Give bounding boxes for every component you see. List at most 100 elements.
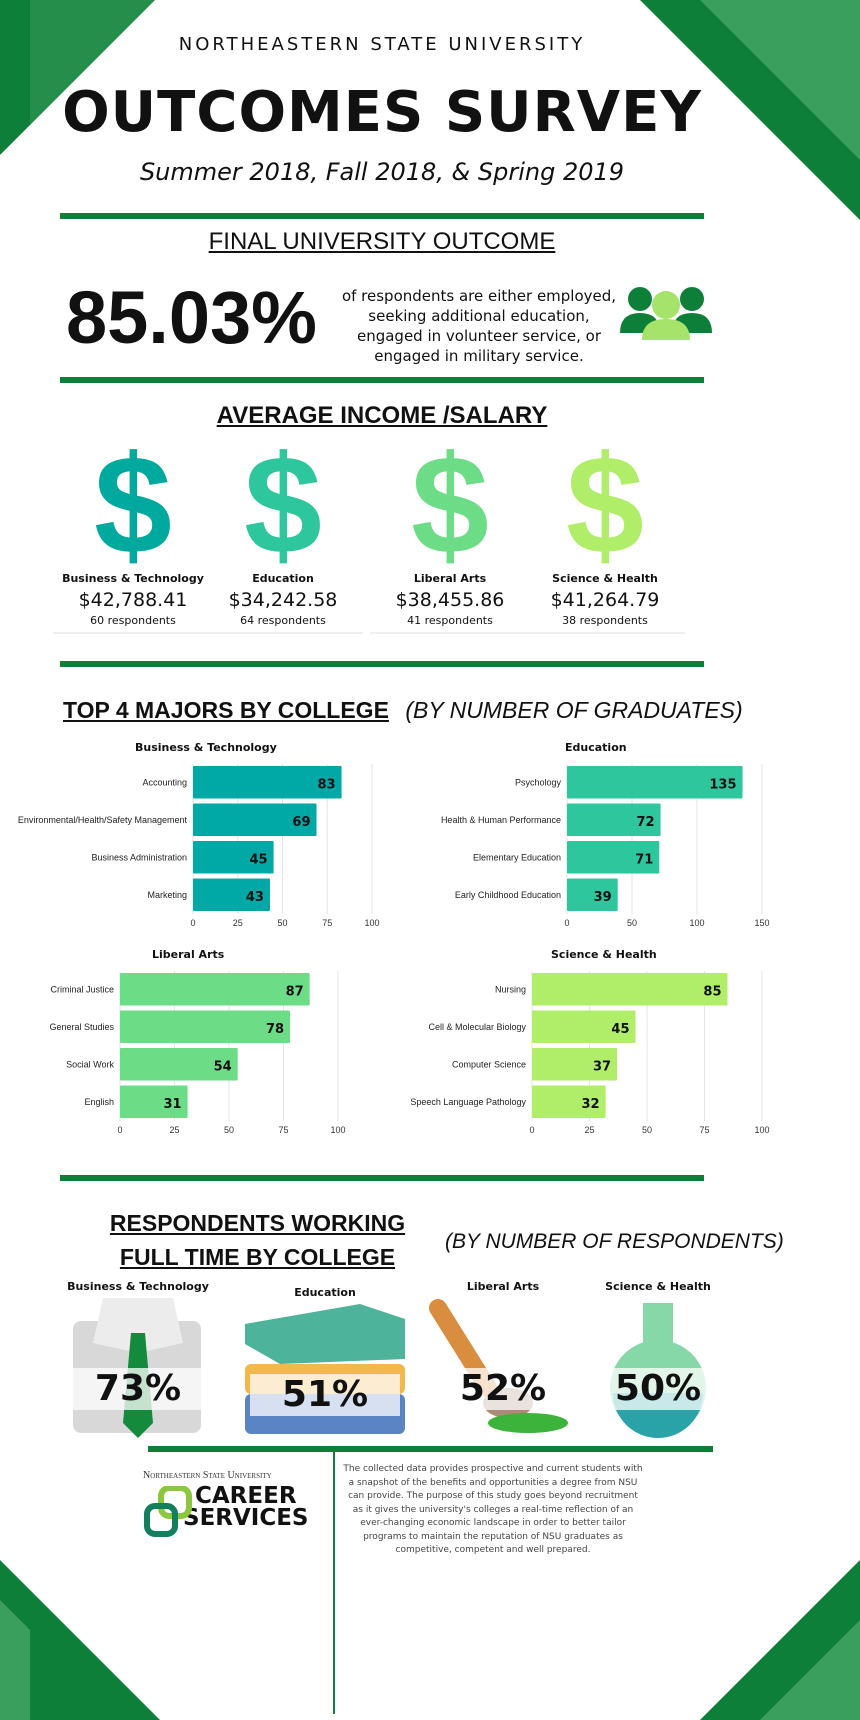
x-tick-label: 50: [277, 918, 287, 928]
chart-title: Education: [565, 741, 627, 754]
dollar-icon: $: [411, 426, 489, 583]
college-name: Business & Technology: [67, 1280, 209, 1293]
college-name: Education: [252, 572, 314, 585]
category-label: Health & Human Performance: [441, 815, 561, 825]
x-tick-label: 25: [584, 1125, 594, 1135]
chart-plot: 0 25 50 75 100 Nursing 85 Cell & Molecular Biol…: [410, 971, 770, 1135]
footer-divider: [333, 1452, 335, 1714]
paintbrush-icon: [429, 1299, 568, 1433]
category-label: Accounting: [142, 777, 187, 787]
x-tick-label: 75: [699, 1125, 709, 1135]
category-label: Environmental/Health/Safety Management: [18, 815, 188, 825]
data-label: 43: [246, 890, 264, 905]
bar: [193, 803, 317, 836]
bar: [532, 973, 728, 1006]
college-name: Science & Health: [552, 572, 658, 585]
bar: [120, 1048, 238, 1081]
bar: [567, 841, 660, 874]
college-name: Liberal Arts: [413, 572, 487, 585]
category-label: Nursing: [495, 984, 526, 994]
divider: [60, 661, 704, 667]
x-tick-label: 150: [754, 918, 769, 928]
percentage: 52%: [428, 1368, 578, 1410]
income-science-health: $ Science & Health $41,264.79 38 respond…: [525, 426, 685, 634]
university-name: NORTHEASTERN STATE UNIVERSITY: [178, 34, 586, 55]
chart-plot: 0 50 100 150 Psychology 135 Health & Human Per…: [441, 764, 770, 928]
page-subtitle: Summer 2018, Fall 2018, & Spring 2019: [139, 158, 625, 186]
respondents: 60 respondents: [53, 614, 213, 634]
x-tick-label: 0: [117, 1125, 122, 1135]
outcome-heading: FINAL UNIVERSITY OUTCOME: [208, 228, 556, 255]
category-label: General Studies: [49, 1022, 114, 1032]
books-icon: [245, 1304, 405, 1434]
respondents: 64 respondents: [203, 614, 363, 634]
chart-title: Science & Health: [551, 948, 657, 961]
bar: [120, 1085, 188, 1118]
college-name: Science & Health: [605, 1280, 711, 1293]
majors-subheading: (BY NUMBER OF GRADUATES): [405, 697, 743, 723]
data-label: 135: [709, 777, 736, 792]
chain-link-icon: [144, 1486, 192, 1537]
bar: [193, 766, 342, 799]
x-tick-label: 0: [564, 918, 569, 928]
bar: [532, 1048, 618, 1081]
fulltime-liberal-arts: Liberal Arts 52%: [418, 1280, 588, 1442]
career-services-logo: Northeastern State University CAREER SER…: [143, 1470, 318, 1537]
category-label: Early Childhood Education: [455, 890, 561, 900]
dollar-icon: $: [566, 426, 644, 583]
logo-services: SERVICES: [183, 1505, 309, 1531]
dollar-icon: $: [94, 426, 172, 583]
fulltime-heading-line2: FULL TIME BY COLLEGE: [119, 1244, 396, 1270]
percentage: 73%: [63, 1368, 213, 1410]
bar: [532, 1085, 606, 1118]
x-tick-label: 100: [689, 918, 704, 928]
chart-plot: 0 25 50 75 100 Criminal Justice 87 General Stud…: [49, 971, 346, 1135]
salary: $38,455.86: [395, 589, 505, 611]
fulltime-subheading: (BY NUMBER OF RESPONDENTS): [445, 1230, 784, 1253]
category-label: Elementary Education: [473, 852, 561, 862]
x-tick-label: 50: [642, 1125, 652, 1135]
salary: $42,788.41: [78, 589, 188, 611]
bar: [193, 841, 274, 874]
category-label: Social Work: [66, 1059, 114, 1069]
percentage: 50%: [583, 1368, 733, 1410]
page-title: OUTCOMES SURVEY: [62, 80, 702, 145]
logo-university: Northeastern State University: [143, 1470, 272, 1481]
chart-title: Business & Technology: [135, 741, 277, 754]
bar: [567, 878, 618, 911]
x-tick-label: 75: [278, 1125, 288, 1135]
shirt-tie-icon: [73, 1298, 201, 1438]
chart-plot: 0 25 50 75 100 Accounting 83 Environmental/Heal…: [18, 764, 380, 928]
flask-icon: [610, 1303, 706, 1438]
fulltime-heading-line1: RESPONDENTS WORKING: [109, 1210, 406, 1236]
majors-heading-wrap: TOP 4 MAJORS BY COLLEGE (BY NUMBER OF GR…: [63, 697, 743, 724]
category-label: Criminal Justice: [50, 984, 114, 994]
percentage: 51%: [250, 1374, 400, 1416]
data-label: 85: [703, 984, 721, 999]
divider: [148, 1446, 713, 1452]
data-label: 39: [594, 890, 612, 905]
fulltime-science-health: Science & Health 50%: [573, 1280, 743, 1442]
college-name: Education: [294, 1286, 356, 1299]
divider: [60, 377, 704, 383]
category-label: English: [84, 1097, 114, 1107]
majors-heading: TOP 4 MAJORS BY COLLEGE: [63, 697, 389, 723]
income-business-technology: $ Business & Technology $42,788.41 60 re…: [53, 426, 213, 634]
income-heading: AVERAGE INCOME /SALARY: [216, 402, 548, 429]
footer-description: The collected data provides prospective …: [343, 1464, 643, 1555]
data-label: 83: [317, 777, 335, 792]
income-liberal-arts: $ Liberal Arts $38,455.86 41 respondents: [370, 426, 530, 634]
bar: [120, 973, 310, 1006]
bar: [567, 803, 661, 836]
data-label: 54: [214, 1059, 232, 1074]
divider: [60, 213, 704, 219]
category-label: Computer Science: [452, 1059, 526, 1069]
data-label: 69: [292, 815, 310, 830]
category-label: Business Administration: [91, 852, 187, 862]
college-name: Business & Technology: [62, 572, 204, 585]
data-label: 31: [163, 1097, 181, 1112]
data-label: 78: [266, 1022, 284, 1037]
fulltime-heading: RESPONDENTS WORKING FULL TIME BY COLLEGE: [85, 1206, 430, 1274]
respondents: 38 respondents: [525, 614, 685, 634]
fulltime-education: Education 51%: [240, 1286, 410, 1448]
